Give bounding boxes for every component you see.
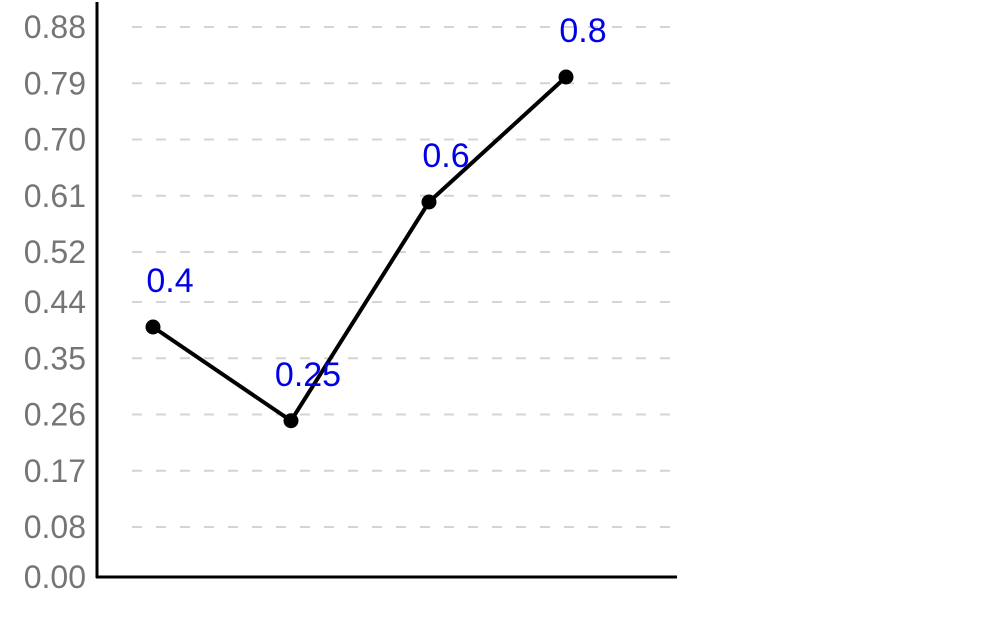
series-layer: [145, 69, 574, 429]
axes: [95, 2, 677, 579]
y-tick-label: 0.00: [24, 559, 86, 595]
data-point: [283, 413, 299, 429]
data-point: [558, 69, 574, 85]
data-point: [421, 194, 437, 210]
data-labels: 0.4 0.25 0.6 0.8: [146, 12, 606, 394]
series-line: [151, 75, 568, 423]
data-label: 0.4: [146, 262, 193, 300]
data-label: 0.6: [422, 137, 469, 175]
y-tick-label: 0.17: [24, 453, 86, 489]
y-tick-labels: 0.00 0.08 0.17 0.26 0.35 0.44 0.52 0.61 0.70 0.79…: [24, 9, 86, 595]
y-tick-label: 0.88: [24, 9, 86, 45]
data-label: 0.8: [559, 12, 606, 50]
y-tick-label: 0.08: [24, 509, 86, 545]
y-tick-label: 0.26: [24, 397, 86, 433]
data-label: 0.25: [275, 356, 341, 394]
y-tick-label: 0.79: [24, 65, 86, 101]
y-tick-label: 0.52: [24, 234, 86, 270]
grid-lines: [132, 26, 672, 528]
y-tick-label: 0.44: [24, 284, 86, 320]
data-point: [145, 319, 161, 335]
y-tick-label: 0.70: [24, 122, 86, 158]
y-tick-label: 0.61: [24, 178, 86, 214]
y-tick-label: 0.35: [24, 340, 86, 376]
